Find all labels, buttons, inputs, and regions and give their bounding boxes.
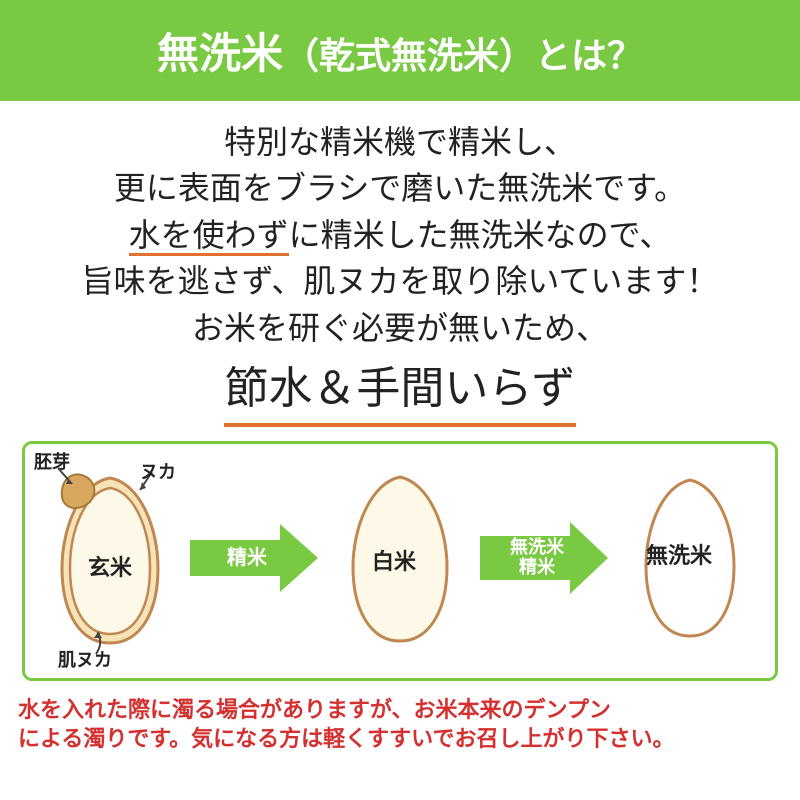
body-line2: 更に表面をブラシで磨いた無洗米です。 xyxy=(10,165,790,211)
arrow-musenmai-seimai: 無洗米 精米 xyxy=(480,518,610,598)
body-line1: 特別な精米機で精米し、 xyxy=(10,119,790,165)
arrow1-label: 精米 xyxy=(182,547,312,569)
hakumai-label: 白米 xyxy=(372,544,416,576)
header-paren: （乾式無洗米） xyxy=(283,35,535,76)
header-suffix: とは？ xyxy=(535,35,643,76)
footnote: 水を入れた際に濁る場合がありますが、お米本来のデンプン による濁りです。気になる… xyxy=(0,689,800,760)
arrow2-label: 無洗米 精米 xyxy=(472,538,602,578)
body-emphasis: 節水＆手間いらず xyxy=(224,357,575,427)
arrow2-line1: 無洗米 xyxy=(510,537,564,557)
body-line5: お米を研ぐ必要が無いため、 xyxy=(10,305,790,351)
rice-diagram: 胚芽 ヌカ 肌ヌカ 玄米 xyxy=(22,441,778,681)
genmai-label: 玄米 xyxy=(88,550,132,582)
body-line4: 旨味を逃さず、肌ヌカを取り除いています！ xyxy=(10,258,790,304)
grain-hakumai: 白米 xyxy=(330,458,470,658)
body-line3-underlined: 水を使わず xyxy=(129,217,289,256)
header-banner: 無洗米（乾式無洗米）とは？ xyxy=(0,0,800,101)
hadanuka-label: 肌ヌカ xyxy=(58,646,112,672)
arrow-seimai: 精米 xyxy=(190,518,320,598)
diagram-row: 胚芽 ヌカ 肌ヌカ 玄米 xyxy=(35,462,765,654)
footnote-line1: 水を入れた際に濁る場合がありますが、お米本来のデンプン xyxy=(18,695,782,725)
grain-musenmai: 無洗米 xyxy=(620,458,760,658)
body-line3-rest: に精米した無洗米なので、 xyxy=(289,217,672,253)
arrow2-line2: 精米 xyxy=(519,557,555,577)
musenmai-label: 無洗米 xyxy=(646,538,712,570)
header-main: 無洗米 xyxy=(157,30,283,77)
haiga-label: 胚芽 xyxy=(34,448,70,474)
body-paragraph: 特別な精米機で精米し、 更に表面をブラシで磨いた無洗米です。 水を使わずに精米し… xyxy=(0,101,800,427)
footnote-line2: による濁りです。気になる方は軽くすすいでお召し上がり下さい。 xyxy=(18,724,782,754)
nuka-label: ヌカ xyxy=(140,458,176,484)
grain-genmai: 胚芽 ヌカ 肌ヌカ 玄米 xyxy=(40,458,180,658)
body-line3: 水を使わずに精米した無洗米なので、 xyxy=(10,212,790,258)
